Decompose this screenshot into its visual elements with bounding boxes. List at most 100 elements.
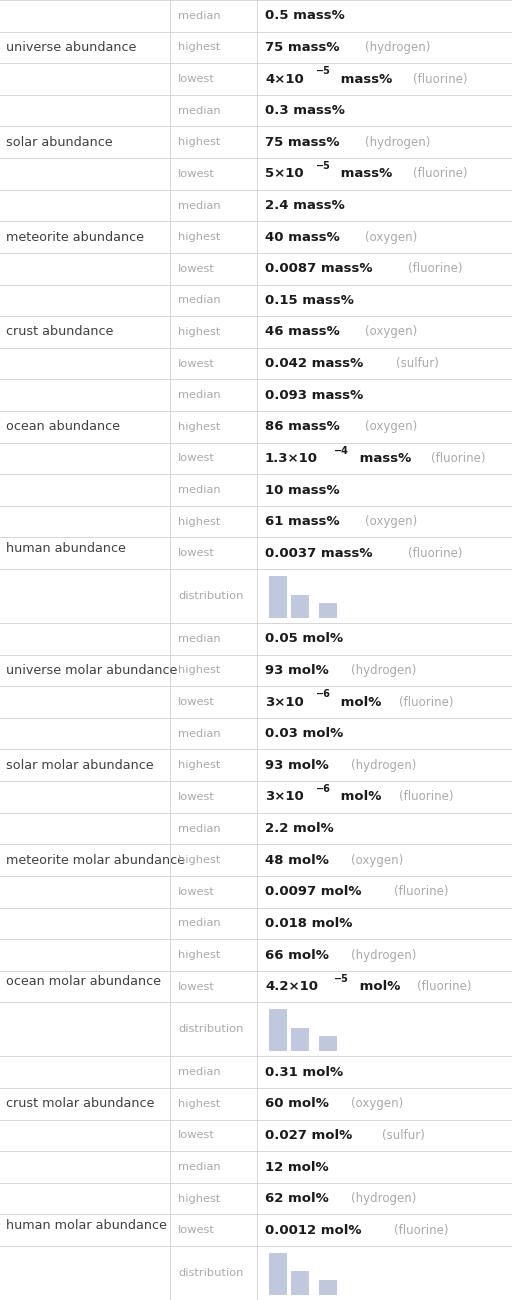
Text: 0.15 mass%: 0.15 mass% — [265, 294, 354, 307]
Bar — [269, 1252, 287, 1295]
Text: −6: −6 — [316, 689, 331, 699]
Text: 93 mol%: 93 mol% — [265, 759, 329, 772]
Text: 0.0097 mol%: 0.0097 mol% — [265, 885, 361, 898]
Text: universe abundance: universe abundance — [6, 40, 136, 53]
Text: median: median — [178, 390, 221, 400]
Text: lowest: lowest — [178, 697, 215, 707]
Text: (fluorine): (fluorine) — [399, 790, 453, 803]
Text: (fluorine): (fluorine) — [431, 452, 486, 465]
Text: 0.018 mol%: 0.018 mol% — [265, 916, 352, 930]
Text: (fluorine): (fluorine) — [394, 1223, 448, 1236]
Text: human abundance: human abundance — [6, 542, 126, 555]
Text: lowest: lowest — [178, 169, 215, 179]
Text: median: median — [178, 729, 221, 738]
Text: 0.05 mol%: 0.05 mol% — [265, 632, 343, 645]
Text: mol%: mol% — [336, 696, 381, 708]
Text: 0.3 mass%: 0.3 mass% — [265, 104, 345, 117]
Text: highest: highest — [178, 1193, 220, 1204]
Text: 0.5 mass%: 0.5 mass% — [265, 9, 345, 22]
Text: (oxygen): (oxygen) — [366, 230, 418, 243]
Text: 75 mass%: 75 mass% — [265, 135, 339, 148]
Text: lowest: lowest — [178, 792, 215, 802]
Text: mass%: mass% — [336, 168, 392, 181]
Text: highest: highest — [178, 950, 220, 959]
Text: solar abundance: solar abundance — [6, 135, 113, 148]
Text: highest: highest — [178, 421, 220, 432]
Text: 93 mol%: 93 mol% — [265, 664, 329, 677]
Text: 4×10: 4×10 — [265, 73, 304, 86]
Text: (oxygen): (oxygen) — [366, 420, 418, 433]
Text: universe molar abundance: universe molar abundance — [6, 664, 177, 677]
Text: (sulfur): (sulfur) — [396, 358, 439, 370]
Text: mol%: mol% — [355, 980, 400, 993]
Text: −5: −5 — [316, 161, 331, 172]
Text: crust abundance: crust abundance — [6, 325, 113, 338]
Text: lowest: lowest — [178, 1131, 215, 1140]
Text: human molar abundance: human molar abundance — [6, 1219, 167, 1232]
Text: median: median — [178, 10, 221, 21]
Text: (fluorine): (fluorine) — [408, 547, 462, 560]
Text: median: median — [178, 1162, 221, 1173]
Text: median: median — [178, 295, 221, 306]
Text: 5×10: 5×10 — [265, 168, 304, 181]
Text: (fluorine): (fluorine) — [413, 73, 467, 86]
Text: distribution: distribution — [178, 1268, 243, 1278]
Text: highest: highest — [178, 233, 220, 242]
Text: lowest: lowest — [178, 74, 215, 85]
Text: 0.0012 mol%: 0.0012 mol% — [265, 1223, 361, 1236]
Text: highest: highest — [178, 516, 220, 526]
Text: (hydrogen): (hydrogen) — [351, 949, 417, 962]
Text: 40 mass%: 40 mass% — [265, 230, 340, 243]
Text: (fluorine): (fluorine) — [399, 696, 453, 708]
Text: mass%: mass% — [355, 452, 411, 465]
Text: lowest: lowest — [178, 454, 215, 463]
Text: 0.0037 mass%: 0.0037 mass% — [265, 547, 373, 560]
Text: ocean abundance: ocean abundance — [6, 420, 120, 433]
Text: 4.2×10: 4.2×10 — [265, 980, 318, 993]
Text: 0.0087 mass%: 0.0087 mass% — [265, 263, 373, 276]
Text: −6: −6 — [316, 784, 331, 794]
Text: lowest: lowest — [178, 1226, 215, 1235]
Text: 10 mass%: 10 mass% — [265, 484, 339, 497]
Text: 46 mass%: 46 mass% — [265, 325, 340, 338]
Text: highest: highest — [178, 855, 220, 866]
Text: 0.027 mol%: 0.027 mol% — [265, 1128, 352, 1141]
Bar — [269, 576, 287, 618]
Text: (hydrogen): (hydrogen) — [351, 664, 417, 677]
Text: highest: highest — [178, 1098, 220, 1109]
Text: 0.03 mol%: 0.03 mol% — [265, 727, 343, 740]
Text: (sulfur): (sulfur) — [381, 1128, 424, 1141]
Text: highest: highest — [178, 43, 220, 52]
Text: distribution: distribution — [178, 592, 243, 601]
Text: 0.31 mol%: 0.31 mol% — [265, 1066, 343, 1079]
Text: 3×10: 3×10 — [265, 790, 304, 803]
Bar — [269, 1009, 287, 1050]
Text: −4: −4 — [334, 446, 349, 455]
Text: 60 mol%: 60 mol% — [265, 1097, 329, 1110]
Text: (hydrogen): (hydrogen) — [351, 759, 417, 772]
Text: (oxygen): (oxygen) — [351, 1097, 403, 1110]
Text: median: median — [178, 634, 221, 644]
Text: highest: highest — [178, 760, 220, 771]
Text: crust molar abundance: crust molar abundance — [6, 1097, 155, 1110]
Text: mass%: mass% — [336, 73, 393, 86]
Text: 12 mol%: 12 mol% — [265, 1161, 329, 1174]
Text: (hydrogen): (hydrogen) — [365, 135, 431, 148]
Text: 2.2 mol%: 2.2 mol% — [265, 822, 334, 835]
Bar — [291, 1028, 309, 1050]
Text: (oxygen): (oxygen) — [366, 515, 418, 528]
Text: meteorite abundance: meteorite abundance — [6, 230, 144, 243]
Text: 1.3×10: 1.3×10 — [265, 452, 318, 465]
Text: 0.042 mass%: 0.042 mass% — [265, 358, 364, 370]
Text: lowest: lowest — [178, 982, 215, 992]
Bar — [291, 594, 309, 618]
Bar — [291, 1271, 309, 1295]
Text: (hydrogen): (hydrogen) — [365, 40, 431, 53]
Text: 0.093 mass%: 0.093 mass% — [265, 389, 364, 402]
Text: median: median — [178, 1067, 221, 1078]
Text: highest: highest — [178, 328, 220, 337]
Text: (fluorine): (fluorine) — [394, 885, 448, 898]
Text: (oxygen): (oxygen) — [351, 854, 403, 867]
Text: 61 mass%: 61 mass% — [265, 515, 339, 528]
Text: −5: −5 — [316, 66, 331, 77]
